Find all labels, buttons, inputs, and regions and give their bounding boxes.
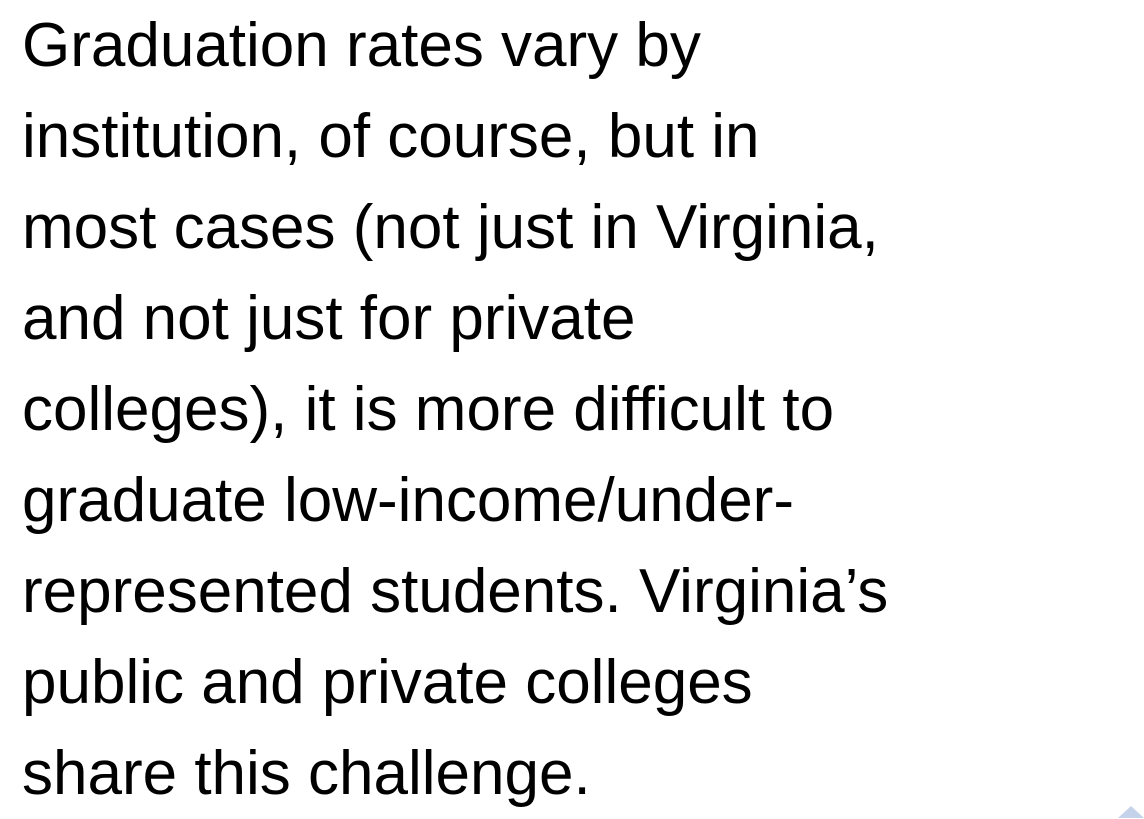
text-line: graduate low-income/under- [22,466,794,535]
text-line: institution, of course, but in [22,102,760,171]
text-line: most cases (not just in Virginia, [22,193,879,262]
text-line: represented students. Virginia’s [22,557,889,626]
body-text: Graduation rates vary by institution, of … [22,0,888,819]
triangle [1118,806,1144,818]
text-line: colleges), it is more difficult to [22,375,835,444]
text-line: and not just for private [22,284,636,353]
text-line: Graduation rates vary by [22,11,701,80]
text-line: share this challenge. [22,739,591,808]
text-line: public and private colleges [22,648,753,717]
corner-marker [1118,806,1144,818]
